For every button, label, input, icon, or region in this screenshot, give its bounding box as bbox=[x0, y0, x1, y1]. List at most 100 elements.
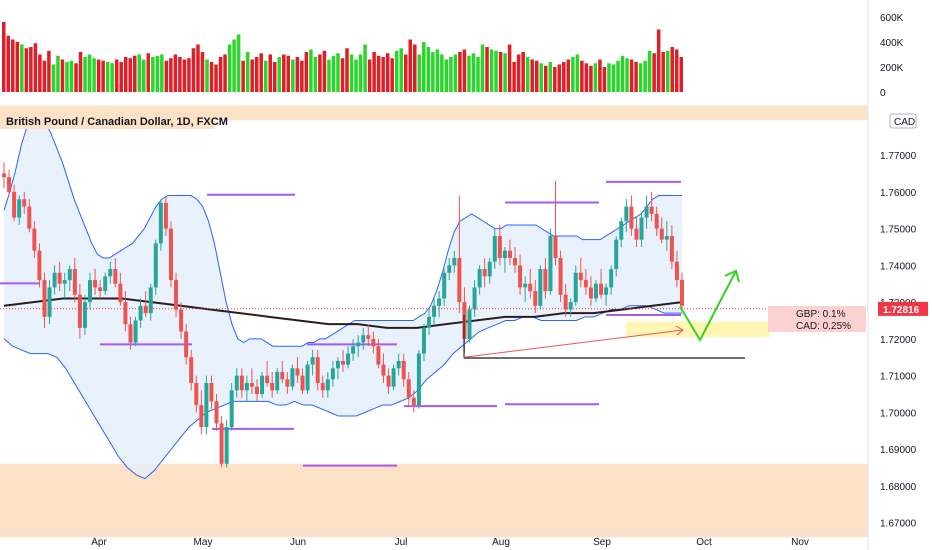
volume-bar bbox=[227, 44, 232, 92]
candle-body bbox=[548, 235, 553, 292]
candle-body bbox=[558, 258, 563, 295]
volume-bar bbox=[241, 60, 245, 92]
volume-bar bbox=[602, 67, 607, 92]
candle-body bbox=[300, 375, 305, 391]
candle-body bbox=[158, 202, 163, 244]
price-tick-label: 1.68000 bbox=[880, 482, 917, 493]
candle-body bbox=[239, 375, 244, 391]
candle-body bbox=[482, 269, 487, 277]
candle-body bbox=[275, 371, 280, 391]
time-tick-label: Aug bbox=[492, 537, 510, 548]
volume-bar bbox=[214, 64, 218, 92]
volume-bar bbox=[444, 59, 449, 92]
candle-body bbox=[593, 283, 598, 299]
candle-body bbox=[386, 375, 391, 387]
volume-bar bbox=[155, 55, 160, 92]
candle-body bbox=[578, 272, 583, 281]
candle-body bbox=[280, 371, 285, 380]
candle-body bbox=[644, 206, 649, 218]
volume-bar bbox=[390, 58, 394, 92]
candle-body bbox=[432, 305, 437, 317]
candle-body bbox=[62, 280, 67, 284]
volume-bar bbox=[42, 60, 47, 92]
time-tick-label: May bbox=[194, 537, 213, 548]
candle-body bbox=[649, 206, 654, 214]
volume-bar bbox=[309, 49, 313, 92]
volume-bar bbox=[394, 50, 399, 92]
candle-body bbox=[361, 335, 366, 343]
note-gbp: GBP: 0.1% bbox=[796, 309, 846, 320]
volume-bar bbox=[313, 57, 318, 92]
candle-body bbox=[194, 382, 199, 406]
candle-body bbox=[669, 235, 674, 262]
candle-body bbox=[346, 353, 351, 365]
candle-body bbox=[285, 379, 290, 387]
volume-bar bbox=[56, 55, 60, 92]
volume-bar bbox=[543, 65, 548, 92]
volume-bar bbox=[399, 48, 403, 92]
volume-bar bbox=[331, 55, 336, 92]
candle-body bbox=[513, 258, 518, 266]
candle-body bbox=[118, 283, 123, 303]
note-cad: CAD: 0.25% bbox=[796, 321, 851, 332]
last-price-tag bbox=[878, 301, 928, 316]
volume-bar bbox=[453, 54, 458, 92]
candle-body bbox=[371, 338, 376, 347]
volume-bar bbox=[74, 63, 78, 92]
volume-bar bbox=[435, 49, 440, 92]
volume-bar bbox=[160, 54, 164, 92]
volume-bar bbox=[20, 44, 24, 92]
volume-bar bbox=[358, 54, 363, 92]
volume-bar bbox=[47, 50, 51, 92]
candle-body bbox=[325, 379, 330, 391]
candle-body bbox=[219, 423, 224, 464]
volume-bar bbox=[245, 52, 250, 92]
candle-body bbox=[17, 199, 22, 218]
volume-bar bbox=[530, 59, 534, 92]
volume-bar bbox=[426, 47, 431, 92]
volume-bar bbox=[589, 65, 593, 92]
target-zone bbox=[626, 321, 770, 338]
candle-body bbox=[583, 280, 588, 288]
volume-bar bbox=[408, 39, 413, 92]
candle-body bbox=[680, 280, 684, 306]
volume-layer bbox=[2, 22, 683, 92]
candle-body bbox=[629, 206, 634, 229]
candle-body bbox=[507, 250, 512, 259]
volume-bar bbox=[263, 60, 268, 92]
volume-bar bbox=[363, 44, 367, 92]
candle-body bbox=[315, 357, 320, 383]
candle-body bbox=[437, 298, 442, 306]
volume-bar bbox=[128, 58, 132, 92]
candle-body bbox=[619, 221, 624, 240]
volume-bar bbox=[6, 35, 11, 92]
volume-bar bbox=[679, 57, 683, 92]
volume-bar bbox=[521, 52, 525, 92]
candle-body bbox=[67, 269, 72, 281]
candle-body bbox=[604, 287, 609, 295]
currency-badge[interactable] bbox=[889, 113, 917, 129]
candle-body bbox=[634, 228, 639, 240]
volume-bar bbox=[286, 55, 291, 92]
volume-bar bbox=[232, 39, 236, 92]
volume-bar bbox=[525, 57, 530, 92]
candle-body bbox=[543, 269, 548, 292]
candle-body bbox=[421, 327, 426, 354]
volume-bar bbox=[137, 54, 142, 92]
volume-bar bbox=[291, 59, 295, 92]
volume-bar bbox=[304, 52, 309, 92]
volume-bar bbox=[173, 54, 178, 92]
volume-bar bbox=[638, 63, 643, 92]
volume-bar bbox=[376, 55, 381, 92]
candle-body bbox=[7, 177, 12, 192]
volume-tick-label: 0 bbox=[880, 88, 886, 99]
price-tick-label: 1.74000 bbox=[880, 261, 917, 272]
volume-bar bbox=[38, 54, 42, 92]
price-tick-label: 1.71000 bbox=[880, 372, 917, 383]
volume-bar bbox=[385, 53, 390, 92]
title-background bbox=[0, 111, 215, 129]
volume-bar bbox=[580, 60, 584, 92]
volume-bar bbox=[164, 60, 169, 92]
overlays-layer bbox=[0, 269, 868, 359]
candles-layer bbox=[2, 162, 684, 468]
